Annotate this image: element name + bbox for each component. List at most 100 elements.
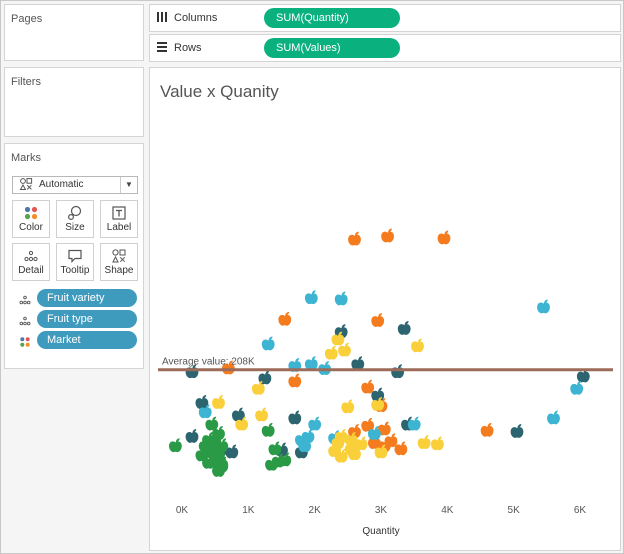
scatter-point[interactable] bbox=[377, 421, 391, 436]
scatter-point[interactable] bbox=[348, 446, 361, 461]
scatter-point[interactable] bbox=[298, 438, 312, 453]
scatter-point[interactable] bbox=[288, 373, 302, 388]
chevron-down-icon[interactable]: ▼ bbox=[120, 177, 137, 193]
shape-button-label: Shape bbox=[104, 265, 134, 276]
chart-title: Value x Quanity bbox=[160, 82, 279, 101]
scatter-point[interactable] bbox=[215, 458, 229, 473]
scatter-point[interactable] bbox=[278, 452, 292, 467]
scatter-point[interactable] bbox=[510, 424, 524, 438]
scatter-point[interactable] bbox=[255, 407, 268, 422]
scatter-point[interactable] bbox=[198, 404, 212, 419]
detail-icon bbox=[13, 248, 49, 264]
scatter-point[interactable] bbox=[351, 356, 365, 371]
scatter-point[interactable] bbox=[195, 395, 209, 409]
scatter-point[interactable] bbox=[261, 422, 275, 437]
scatter-point[interactable] bbox=[235, 416, 249, 431]
scatter-plot[interactable]: Average value: 208K 0K 1K 2K 3K 4K 5K 6K Quant… bbox=[150, 68, 620, 550]
scatter-point[interactable] bbox=[268, 441, 282, 456]
scatter-point[interactable] bbox=[278, 311, 292, 326]
scatter-point[interactable] bbox=[371, 313, 385, 327]
scatter-point[interactable] bbox=[371, 397, 385, 411]
scatter-point[interactable] bbox=[318, 361, 331, 376]
scatter-point[interactable] bbox=[265, 456, 278, 471]
x-tick-label: 6K bbox=[574, 505, 587, 516]
scatter-point[interactable] bbox=[361, 379, 375, 394]
x-axis-title: Quantity bbox=[362, 526, 399, 537]
scatter-point[interactable] bbox=[374, 444, 388, 459]
scatter-point[interactable] bbox=[407, 416, 421, 431]
pages-panel[interactable]: Pages bbox=[4, 4, 144, 61]
scatter-point[interactable] bbox=[547, 410, 560, 425]
scatter-point[interactable] bbox=[205, 416, 219, 431]
scatter-point[interactable] bbox=[338, 342, 351, 357]
scatter-point[interactable] bbox=[391, 364, 404, 379]
scatter-point[interactable] bbox=[288, 410, 302, 425]
color-icon bbox=[13, 205, 49, 221]
rows-shelf[interactable]: Rows SUM(Values) bbox=[149, 34, 621, 62]
columns-icon bbox=[156, 11, 168, 26]
rows-pill-sum-values[interactable]: SUM(Values) bbox=[264, 38, 400, 58]
scatter-point[interactable] bbox=[480, 422, 494, 437]
label-icon bbox=[101, 205, 137, 221]
scatter-point[interactable] bbox=[397, 321, 411, 335]
scatter-point[interactable] bbox=[341, 399, 355, 414]
scatter-point[interactable] bbox=[225, 444, 239, 459]
scatter-point[interactable] bbox=[394, 441, 408, 456]
field-pill-fruit-variety[interactable]: Fruit variety bbox=[37, 289, 137, 307]
scatter-point[interactable] bbox=[331, 331, 345, 346]
mark-type-dropdown[interactable]: Automatic ▼ bbox=[12, 176, 138, 194]
scatter-point[interactable] bbox=[301, 429, 315, 443]
scatter-point[interactable] bbox=[169, 438, 182, 453]
scatter-point[interactable] bbox=[334, 448, 348, 463]
x-tick-label: 4K bbox=[441, 505, 454, 516]
mark-type-shapes-icon bbox=[19, 177, 33, 196]
filters-panel[interactable]: Filters bbox=[4, 67, 144, 137]
chart-view[interactable]: Value x Quanity Average value: 208K 0K 1K… bbox=[149, 67, 621, 551]
mark-type-value: Automatic bbox=[39, 179, 84, 190]
label-button[interactable]: Label bbox=[100, 200, 138, 238]
tooltip-button[interactable]: Tooltip bbox=[56, 243, 94, 281]
x-tick-label: 2K bbox=[309, 505, 322, 516]
scatter-point[interactable] bbox=[304, 290, 318, 305]
scatter-point[interactable] bbox=[381, 228, 394, 243]
tooltip-icon bbox=[57, 248, 93, 264]
scatter-point[interactable] bbox=[185, 429, 199, 443]
size-button[interactable]: Size bbox=[56, 200, 94, 238]
x-tick-label: 3K bbox=[375, 505, 388, 516]
tooltip-button-label: Tooltip bbox=[60, 265, 90, 276]
scatter-point[interactable] bbox=[232, 407, 245, 422]
field-pill-fruit-type[interactable]: Fruit type bbox=[37, 310, 137, 328]
color-button[interactable]: Color bbox=[12, 200, 50, 238]
scatter-point[interactable] bbox=[537, 299, 550, 314]
shape-button[interactable]: Shape bbox=[100, 243, 138, 281]
columns-pill-sum-quantity[interactable]: SUM(Quantity) bbox=[264, 8, 400, 28]
scatter-point[interactable] bbox=[348, 231, 361, 246]
scatter-point[interactable] bbox=[417, 435, 431, 450]
columns-shelf[interactable]: Columns SUM(Quantity) bbox=[149, 4, 621, 32]
field-pill-market[interactable]: Market bbox=[37, 331, 137, 349]
x-tick-label: 1K bbox=[242, 505, 255, 516]
scatter-point[interactable] bbox=[212, 426, 225, 440]
scatter-point[interactable] bbox=[212, 395, 225, 409]
scatter-point[interactable] bbox=[251, 380, 265, 395]
pages-title: Pages bbox=[11, 13, 43, 25]
scatter-point[interactable] bbox=[215, 438, 229, 453]
detail-button[interactable]: Detail bbox=[12, 243, 50, 281]
scatter-point[interactable] bbox=[437, 230, 451, 245]
scatter-point[interactable] bbox=[361, 417, 375, 432]
scatter-point[interactable] bbox=[431, 436, 444, 451]
rows-icon bbox=[156, 41, 168, 56]
scatter-point[interactable] bbox=[304, 356, 318, 371]
detail-button-label: Detail bbox=[18, 265, 44, 276]
scatter-point[interactable] bbox=[334, 291, 348, 306]
scatter-point[interactable] bbox=[202, 454, 215, 469]
scatter-point[interactable] bbox=[570, 380, 584, 395]
scatter-point[interactable] bbox=[308, 416, 322, 431]
size-button-label: Size bbox=[65, 222, 85, 233]
marks-title: Marks bbox=[11, 152, 41, 164]
scatter-point[interactable] bbox=[324, 345, 338, 360]
scatter-point[interactable] bbox=[411, 338, 424, 353]
scatter-point[interactable] bbox=[368, 426, 381, 440]
rows-label: Rows bbox=[174, 42, 202, 54]
scatter-point[interactable] bbox=[261, 336, 275, 351]
